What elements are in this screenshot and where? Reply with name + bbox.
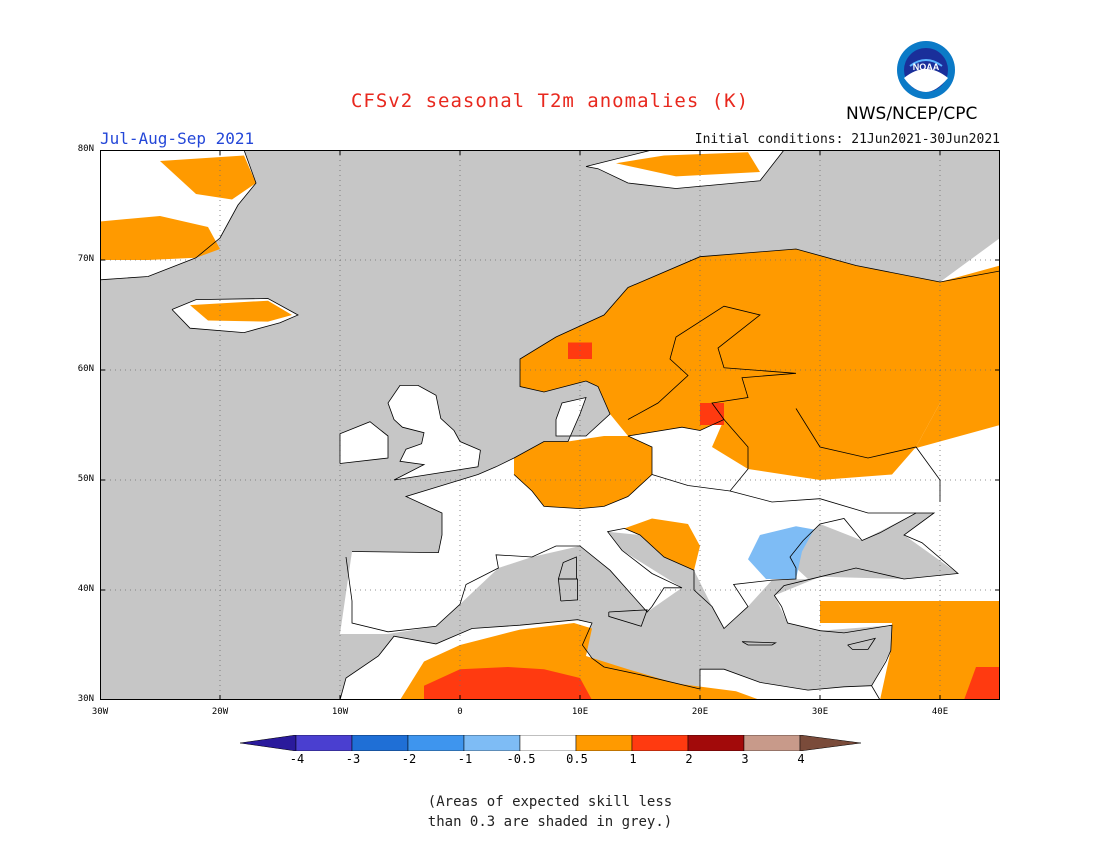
- agency-label: NWS/NCEP/CPC: [846, 104, 978, 124]
- coast-baltic: [627, 305, 797, 437]
- colorbar: [240, 735, 862, 751]
- lat-label-70n: 70N: [77, 254, 94, 264]
- coast-sardinia: [557, 578, 578, 602]
- coast-britain: [387, 385, 481, 481]
- lat-label-50n: 50N: [77, 474, 94, 484]
- lon-label-0: 0: [457, 707, 463, 717]
- graticule: [100, 150, 1000, 700]
- initial-conditions-label: Initial conditions: 21Jun2021-30Jun2021: [694, 132, 1000, 147]
- colorbar-label-p3: 3: [741, 752, 749, 766]
- colorbar-arrow-left: [240, 735, 297, 751]
- border-ukraine: [729, 490, 916, 514]
- coast-cyprus: [847, 637, 877, 650]
- colorbar-swatch: [351, 735, 409, 751]
- colorbar-label-p05: 0.5: [566, 752, 588, 766]
- coast-west-europe: [351, 248, 1000, 554]
- lon-label-30w: 30W: [91, 707, 109, 717]
- skill-note-line-2: than 0.3 are shaded in grey.): [427, 814, 673, 830]
- anomaly-russia-east: [880, 381, 1000, 458]
- anomaly-greenland-north: [160, 155, 256, 200]
- coast-crete: [741, 641, 777, 646]
- lat-label-60n: 60N: [77, 364, 94, 374]
- lon-label-20w: 20W: [211, 707, 229, 717]
- coast-north-africa: [339, 619, 872, 700]
- coast-svalbard: [585, 150, 785, 189]
- colorbar-swatch: [575, 735, 633, 751]
- lon-label-30e: 30E: [811, 707, 829, 717]
- colorbar-swatch: [743, 735, 801, 751]
- lat-label-40n: 40N: [77, 584, 94, 594]
- colorbar-label-p4: 4: [797, 752, 805, 766]
- colorbar-swatch: [407, 735, 465, 751]
- anomaly-shading: [100, 152, 1000, 700]
- colorbar-swatch: [519, 735, 577, 751]
- anomaly-iraq-red: [964, 667, 1000, 700]
- colorbar-swatch: [687, 735, 745, 751]
- colorbar-label-m4: -4: [289, 752, 305, 766]
- border-poland: [651, 419, 749, 492]
- colorbar-label-m3: -3: [345, 752, 361, 766]
- anomaly-svalbard: [616, 152, 760, 177]
- colorbar-label-m05: -0.5: [506, 752, 536, 766]
- border-russia: [795, 408, 941, 502]
- lon-label-10w: 10W: [331, 707, 349, 717]
- coast-mediterranean: [345, 512, 959, 700]
- skill-note: (Areas of expected skill less than 0.3 a…: [0, 792, 1100, 832]
- lon-label-10e: 10E: [571, 707, 589, 717]
- colorbar-label-p2: 2: [685, 752, 693, 766]
- colorbar-arrow-right: [799, 735, 862, 751]
- anomaly-anatolia: [820, 601, 916, 623]
- anomaly-balkans: [624, 518, 700, 571]
- colorbar-label-m2: -2: [401, 752, 417, 766]
- colorbar-swatch: [295, 735, 353, 751]
- colorbar-swatch: [463, 735, 521, 751]
- anomaly-scandinavia: [520, 249, 1000, 458]
- coast-sicily: [608, 609, 648, 627]
- coastlines: [100, 150, 1000, 700]
- coast-greenland: [100, 150, 257, 281]
- lat-label-30n: 30N: [77, 694, 94, 704]
- anomaly-central-europe: [514, 436, 652, 509]
- anomaly-map: [100, 150, 1000, 700]
- colorbar-swatch: [631, 735, 689, 751]
- lon-label-40e: 40E: [931, 707, 949, 717]
- season-label: Jul-Aug-Sep 2021: [100, 129, 255, 148]
- border-central: [513, 435, 653, 510]
- map-title: CFSv2 seasonal T2m anomalies (K): [350, 90, 750, 112]
- lon-label-20e: 20E: [691, 707, 709, 717]
- coast-ireland: [339, 421, 389, 464]
- logo-text: NOAA: [913, 62, 940, 72]
- coast-iceland: [171, 298, 299, 334]
- anomaly-sahara-red: [424, 667, 592, 700]
- anomaly-greenland-south: [100, 216, 220, 260]
- skill-note-line-1: (Areas of expected skill less: [427, 794, 673, 810]
- anomaly-baltic-red: [700, 403, 724, 425]
- ireland-land: [340, 421, 388, 464]
- colorbar-label-m1: -1: [457, 752, 473, 766]
- lat-label-80n: 80N: [77, 144, 94, 154]
- colorbar-label-p1: 1: [629, 752, 637, 766]
- anomaly-romania-blue: [748, 526, 814, 579]
- britain-land: [388, 385, 481, 480]
- noaa-logo: NOAA: [896, 40, 956, 100]
- anomaly-belarus: [712, 408, 916, 480]
- anomaly-iceland: [190, 300, 292, 322]
